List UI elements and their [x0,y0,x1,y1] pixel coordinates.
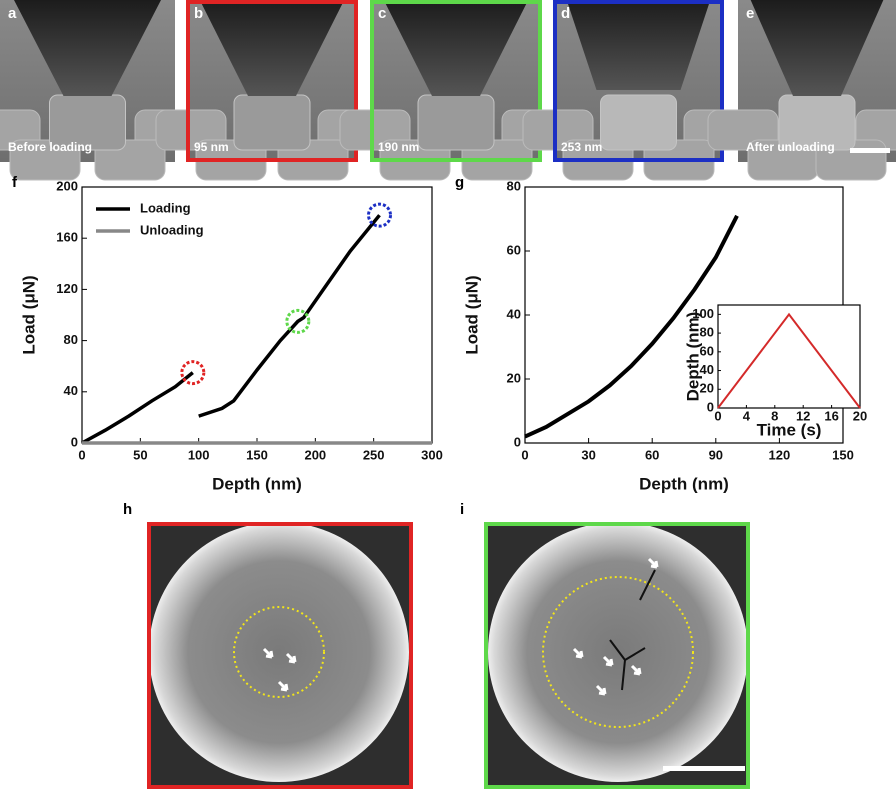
x-axis-label: Depth (nm) [212,474,302,493]
x-tick-label: 90 [709,447,723,462]
plot-frame [718,305,860,408]
caption: 95 nm [194,140,229,154]
state-marker [369,204,391,226]
x-tick-label: 300 [421,447,443,462]
caption: Before loading [8,140,92,154]
pillar [234,95,310,150]
panel-label: a [8,5,17,22]
scale-bar [850,148,890,153]
panel-label: d [561,5,570,22]
x-tick-label: 16 [824,408,838,423]
panel-label: c [378,5,386,22]
y-tick-label: 160 [56,230,78,245]
y-tick-label: 200 [56,178,78,193]
y-tick-label: 20 [507,370,521,385]
panel-label: b [194,5,203,22]
y-tick-label: 0 [707,399,714,414]
x-tick-label: 250 [363,447,385,462]
y-axis-label: Load (μN) [462,275,481,354]
pillar-top [149,522,409,782]
x-tick-label: 200 [304,447,326,462]
panel-label: e [746,5,754,22]
caption: After unloading [746,140,835,154]
pillar [418,95,494,150]
x-tick-label: 50 [133,447,147,462]
x-tick-label: 30 [581,447,595,462]
y-tick-label: 120 [56,281,78,296]
state-marker [182,362,204,384]
y-tick-label: 0 [514,434,521,449]
x-tick-label: 0 [521,447,528,462]
x-tick-label: 60 [645,447,659,462]
x-axis-label: Depth (nm) [639,474,729,493]
scale-bar [663,766,745,771]
pillar [601,95,677,150]
y-axis-label: Load (μN) [19,275,38,354]
y-tick-label: 80 [64,332,78,347]
data-line [82,215,380,443]
y-tick-label: 40 [507,306,521,321]
panel-label: g [455,174,464,191]
caption: 253 nm [561,140,602,154]
caption: 190 nm [378,140,419,154]
x-tick-label: 20 [853,408,867,423]
x-tick-label: 4 [743,408,751,423]
x-tick-label: 150 [832,447,854,462]
x-tick-label: 0 [78,447,85,462]
panel-label: h [123,501,132,518]
x-tick-label: 120 [769,447,791,462]
y-tick-label: 0 [71,434,78,449]
x-axis-label: Time (s) [757,420,822,439]
x-tick-label: 100 [188,447,210,462]
y-tick-label: 60 [507,242,521,257]
panel-label: i [460,501,464,518]
x-tick-label: 0 [714,408,721,423]
legend-label: Unloading [140,222,204,237]
y-axis-label: Depth (nm) [683,312,702,402]
legend-label: Loading [140,200,191,215]
y-tick-label: 80 [507,178,521,193]
x-tick-label: 150 [246,447,268,462]
figure: a Before loading b 95 nm c 190 nm d 253 nm e Afte… [0,0,896,789]
y-tick-label: 40 [64,383,78,398]
